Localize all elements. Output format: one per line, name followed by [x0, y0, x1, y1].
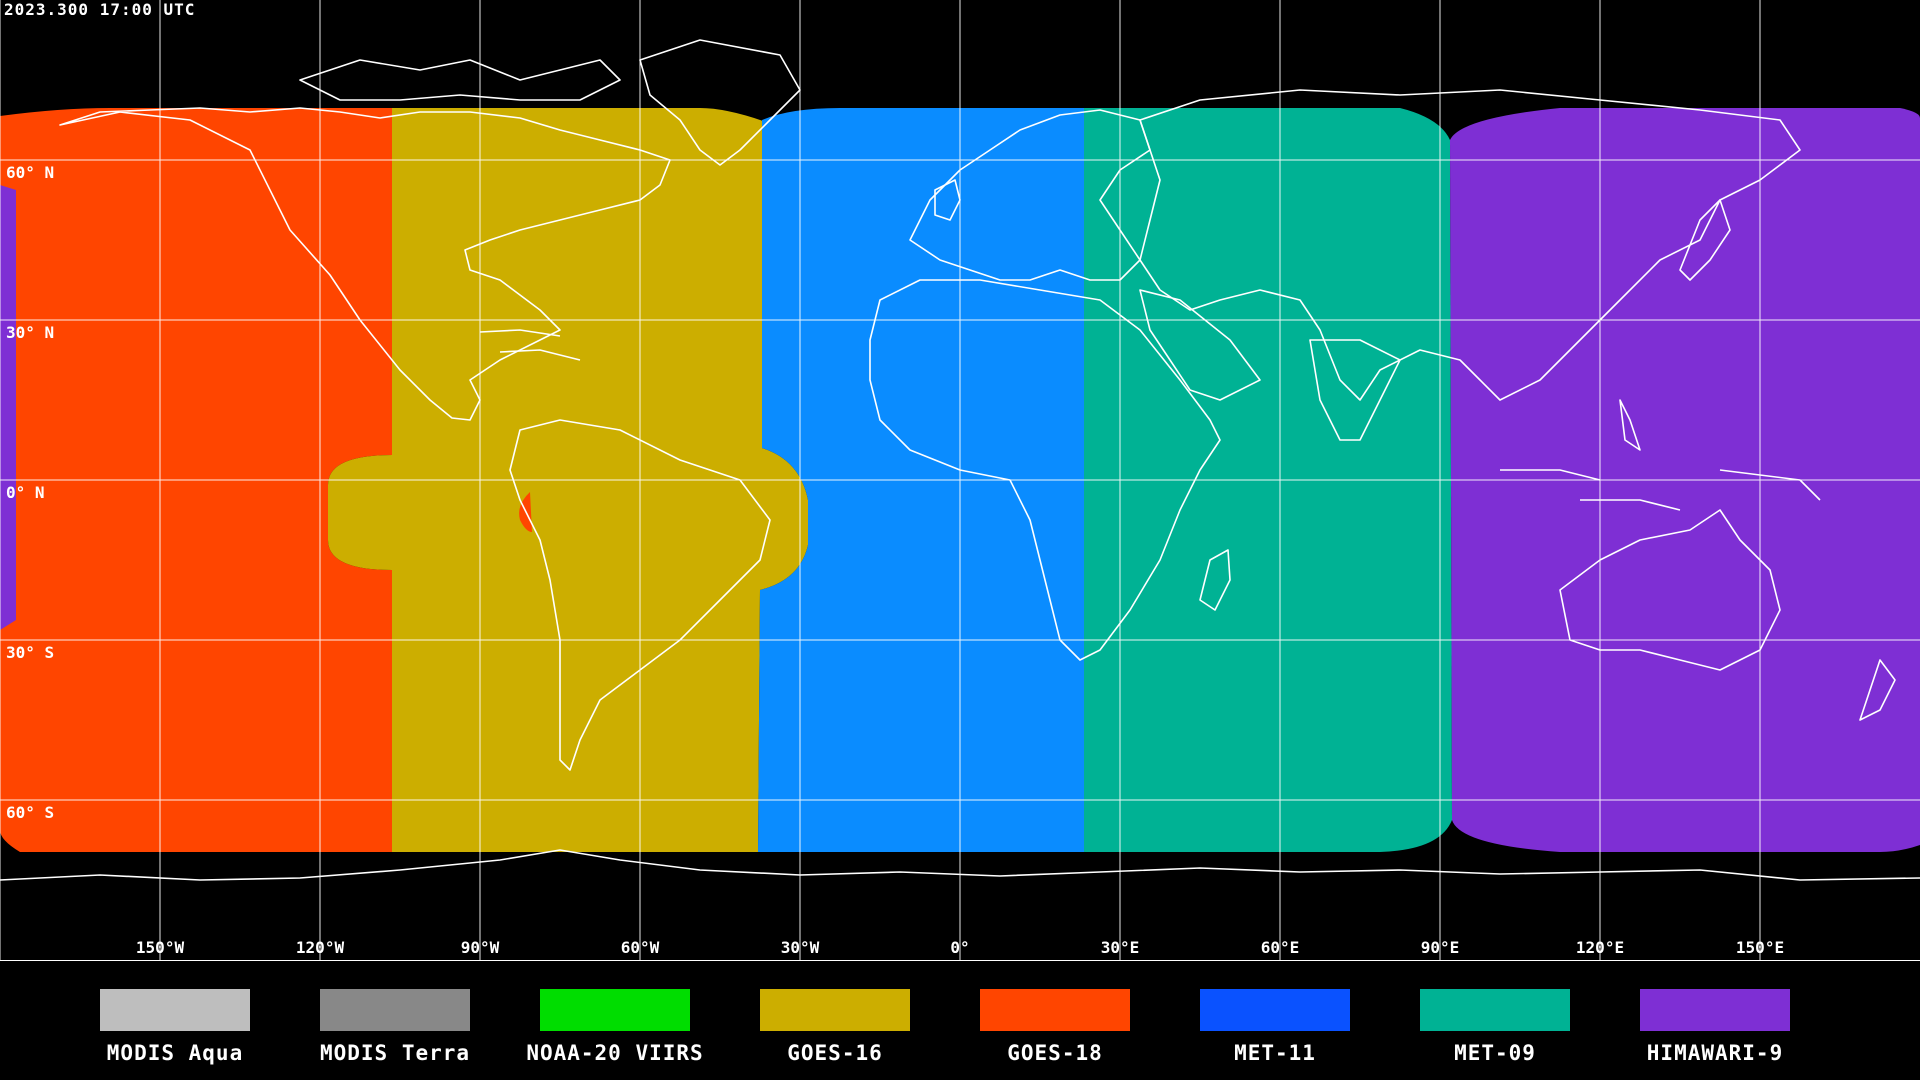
coastline-philippines — [1619, 399, 1641, 451]
lon-label-90e: 90°E — [1420, 938, 1460, 957]
legend-label-goes-16: GOES-16 — [787, 1041, 883, 1065]
timestamp: 2023.300 17:00 UTC — [4, 0, 196, 19]
legend-item-himawari-9: HIMAWARI-9 — [1640, 989, 1790, 1065]
legend-swatch-himawari-9 — [1640, 989, 1790, 1031]
legend-label-met-09: MET-09 — [1454, 1041, 1536, 1065]
legend-label-met-11: MET-11 — [1234, 1041, 1316, 1065]
coastline-arabia — [1139, 289, 1261, 401]
lat-label-60n: 60° N — [6, 163, 55, 182]
legend-swatch-met-11 — [1200, 989, 1350, 1031]
coastline-africa — [869, 279, 1221, 661]
legend-label-noaa-20-viirs: NOAA-20 VIIRS — [526, 1041, 704, 1065]
legend-swatch-met-09 — [1420, 989, 1570, 1031]
graticule — [0, 0, 1920, 960]
legend-swatch-goes-18 — [980, 989, 1130, 1031]
lat-label-30n: 30° N — [6, 323, 55, 342]
lon-label-60e: 60°E — [1260, 938, 1300, 957]
legend-swatch-modis-aqua — [100, 989, 250, 1031]
coastline-caribbean — [479, 329, 581, 361]
coastline-british-isles — [934, 179, 961, 221]
legend-item-modis-aqua: MODIS Aqua — [100, 989, 250, 1065]
lat-label-equator: 0° N — [6, 483, 45, 502]
lon-label-60w: 60°W — [620, 938, 660, 957]
lon-label-30w: 30°W — [780, 938, 820, 957]
legend-item-met-11: MET-11 — [1200, 989, 1350, 1065]
legend-swatch-goes-16 — [760, 989, 910, 1031]
lon-label-120e: 120°E — [1575, 938, 1625, 957]
coastline-greenland — [639, 39, 801, 166]
legend-divider — [0, 960, 1920, 961]
coastline-europe — [909, 109, 1151, 281]
legend-item-met-09: MET-09 — [1420, 989, 1570, 1065]
legend-item-modis-terra: MODIS Terra — [320, 989, 470, 1065]
lon-label-90w: 90°W — [460, 938, 500, 957]
legend: MODIS Aqua MODIS Terra NOAA-20 VIIRS GOE… — [0, 961, 1920, 1080]
legend-label-modis-terra: MODIS Terra — [319, 1041, 471, 1065]
coastline-india — [1309, 339, 1401, 441]
coastline-new-zealand — [1859, 659, 1896, 721]
legend-swatch-noaa-20-viirs — [540, 989, 690, 1031]
coastline-antarctica — [0, 849, 1920, 881]
lon-label-30e: 30°E — [1100, 938, 1140, 957]
coastline-north-america — [59, 107, 671, 421]
legend-item-noaa-20-viirs: NOAA-20 VIIRS — [526, 989, 703, 1065]
lon-label-150e: 150°E — [1735, 938, 1785, 957]
coastline-japan — [1679, 199, 1731, 281]
legend-swatch-modis-terra — [320, 989, 470, 1031]
coverage-himawari-9-wrap — [0, 185, 16, 630]
world-map — [0, 0, 1920, 960]
coastline-south-america — [509, 419, 771, 771]
legend-item-goes-18: GOES-18 — [980, 989, 1130, 1065]
coastline-arctic-islands — [299, 59, 621, 101]
lon-label-0: 0° — [950, 938, 970, 957]
coastline-australia — [1559, 509, 1781, 671]
lat-label-30s: 30° S — [6, 643, 55, 662]
coastline-asia — [1139, 89, 1801, 401]
coastlines — [0, 39, 1920, 881]
legend-label-modis-aqua: MODIS Aqua — [106, 1041, 244, 1065]
lon-label-150w: 150°W — [135, 938, 185, 957]
legend-label-himawari-9: HIMAWARI-9 — [1646, 1041, 1784, 1065]
legend-item-goes-16: GOES-16 — [760, 989, 910, 1065]
lon-label-120w: 120°W — [295, 938, 345, 957]
lat-label-60s: 60° S — [6, 803, 55, 822]
coastline-madagascar — [1199, 549, 1231, 611]
legend-label-goes-18: GOES-18 — [1007, 1041, 1103, 1065]
